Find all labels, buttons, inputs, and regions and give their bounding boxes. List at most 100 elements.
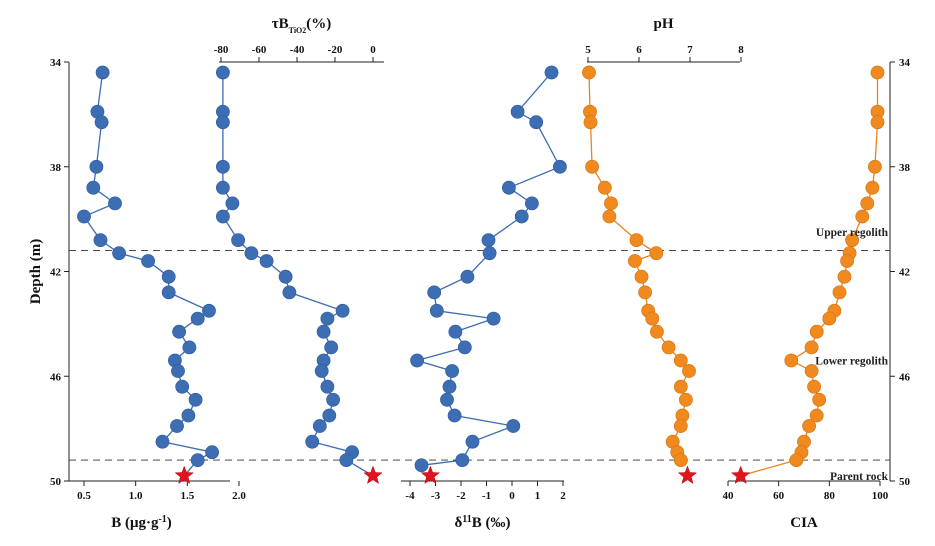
data-point-CIA xyxy=(870,65,885,80)
data-point-tauB xyxy=(215,180,230,195)
data-point-B xyxy=(77,209,91,224)
data-point-B xyxy=(112,246,126,261)
data-point-d11B xyxy=(457,340,472,355)
data-point-B xyxy=(205,445,219,460)
data-point-pH xyxy=(682,364,696,378)
parent-rock-star-CIA xyxy=(730,465,751,484)
parent-rock-star-d11B xyxy=(420,465,441,484)
data-point-pH xyxy=(585,159,599,174)
data-point-d11B xyxy=(455,453,470,467)
data-point-B xyxy=(182,340,197,355)
tick-label-pH: 8 xyxy=(738,44,744,56)
tick-label-pH: 6 xyxy=(636,44,642,56)
data-point-CIA xyxy=(802,419,816,433)
data-point-B xyxy=(172,324,186,339)
data-point-tauB xyxy=(282,285,297,300)
data-point-tauB xyxy=(324,340,339,355)
depth-tick-label-right: 46 xyxy=(899,371,911,383)
axis-title-end-d11B: B (‰) xyxy=(472,515,511,531)
tick-label-d11B: -4 xyxy=(405,490,415,502)
data-point-pH xyxy=(597,180,612,195)
data-point-pH xyxy=(645,311,660,326)
data-point-CIA xyxy=(812,392,827,407)
data-point-CIA xyxy=(789,453,804,467)
data-point-pH xyxy=(673,453,688,467)
axis-title-main-CIA: CIA xyxy=(790,515,818,531)
data-point-CIA xyxy=(809,408,824,423)
axis-title-main-tauB: τB xyxy=(272,16,289,32)
parent-rock-star-tauB xyxy=(363,465,383,484)
depth-tick-label-left: 38 xyxy=(50,162,62,174)
tick-label-B: 2.0 xyxy=(232,490,246,502)
chart-marks xyxy=(77,65,885,484)
tick-label-d11B: 2 xyxy=(560,490,566,502)
tick-label-B: 0.5 xyxy=(77,490,91,502)
zone-label: Lower regolith xyxy=(815,356,888,368)
tick-label-CIA: 100 xyxy=(872,490,889,502)
data-point-d11B xyxy=(427,285,442,300)
data-point-CIA xyxy=(784,353,799,368)
data-point-tauB xyxy=(316,324,331,339)
data-point-d11B xyxy=(510,104,525,119)
axis-title-d11B: δ11B (‰) xyxy=(455,514,511,532)
data-point-pH xyxy=(649,246,664,261)
data-point-tauB xyxy=(320,311,335,326)
data-point-CIA xyxy=(807,379,821,394)
tick-label-tauB: -40 xyxy=(290,44,305,56)
data-point-B xyxy=(86,180,101,195)
axis-title-B: B (μg·g-1) xyxy=(111,514,172,532)
tick-label-d11B: -3 xyxy=(431,490,441,502)
data-point-tauB xyxy=(326,392,340,407)
axis-title-pH: pH xyxy=(653,16,673,32)
data-point-B xyxy=(93,233,108,247)
tick-label-CIA: 40 xyxy=(723,490,735,502)
data-point-tauB xyxy=(322,408,337,423)
axis-title-CIA: CIA xyxy=(790,515,818,531)
axis-title-sub-tauB: TiO2 xyxy=(289,26,307,35)
data-point-B xyxy=(141,254,155,268)
data-point-pH xyxy=(582,65,596,80)
tick-label-d11B: 0 xyxy=(509,490,515,502)
data-point-d11B xyxy=(448,324,463,339)
data-point-CIA xyxy=(868,159,882,174)
depth-tick-label-left: 50 xyxy=(50,476,62,488)
data-point-tauB xyxy=(215,65,230,80)
data-point-d11B xyxy=(544,65,559,80)
series-line-d11B xyxy=(414,72,561,466)
parent-rock-star-pH xyxy=(677,465,698,484)
data-point-B xyxy=(95,65,110,80)
data-point-d11B xyxy=(514,209,529,224)
data-point-CIA xyxy=(855,209,870,224)
depth-tick-label-left: 34 xyxy=(50,57,62,69)
data-point-tauB xyxy=(215,115,230,130)
data-point-pH xyxy=(673,353,688,368)
data-point-tauB xyxy=(244,246,259,261)
series-line-CIA xyxy=(790,72,879,461)
zone-label: Parent rock xyxy=(830,471,889,483)
tick-label-d11B: 1 xyxy=(535,490,541,502)
data-point-d11B xyxy=(481,233,496,247)
data-point-pH xyxy=(583,115,598,130)
tick-label-d11B: -2 xyxy=(456,490,466,502)
tick-label-pH: 7 xyxy=(687,44,693,56)
parent-rock-connector-CIA xyxy=(740,459,797,477)
data-point-d11B xyxy=(553,159,567,174)
depth-tick-label-right: 34 xyxy=(899,57,911,69)
data-point-B xyxy=(161,285,176,300)
axis-title-sup-B: -1 xyxy=(158,514,166,525)
data-point-B xyxy=(170,419,184,433)
data-point-B xyxy=(175,379,190,394)
tick-label-B: 1.0 xyxy=(129,490,143,502)
data-point-d11B xyxy=(414,458,429,473)
data-point-CIA xyxy=(865,180,880,195)
data-point-tauB xyxy=(339,453,354,467)
data-point-d11B xyxy=(447,408,462,423)
data-point-d11B xyxy=(410,353,424,368)
data-point-d11B xyxy=(501,180,516,195)
data-point-tauB xyxy=(320,379,335,394)
data-point-B xyxy=(171,364,185,378)
tick-label-tauB: 0 xyxy=(370,44,376,56)
data-point-d11B xyxy=(482,246,497,261)
data-point-pH xyxy=(679,392,693,407)
data-point-pH xyxy=(673,419,688,433)
